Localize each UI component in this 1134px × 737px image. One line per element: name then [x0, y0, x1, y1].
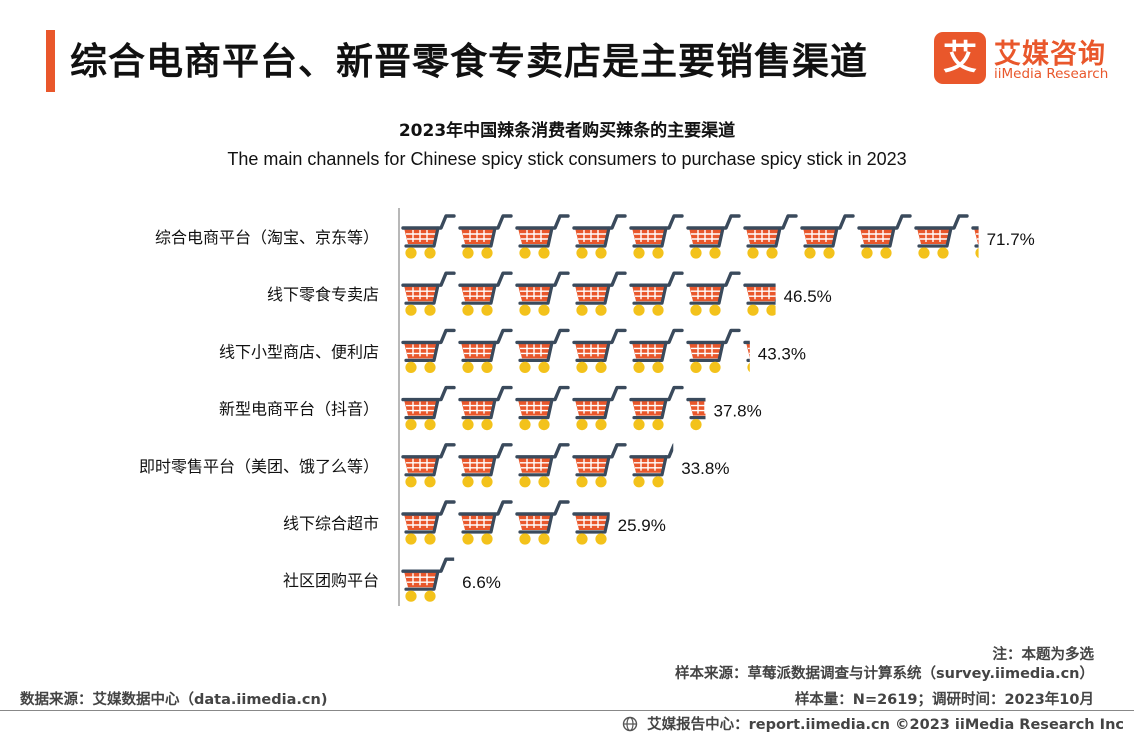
title-accent-bar — [46, 30, 55, 92]
shopping-cart-icon — [629, 385, 684, 432]
category-label: 线下零食专卖店 — [267, 285, 379, 304]
shopping-cart-icon — [629, 271, 684, 318]
value-label: 46.5% — [784, 287, 832, 306]
bar-4 — [401, 443, 674, 490]
shopping-cart-icon — [572, 328, 627, 375]
shopping-cart-icon — [458, 443, 513, 490]
value-label: 25.9% — [618, 516, 666, 535]
shopping-cart-icon — [515, 214, 570, 261]
shopping-cart-icon — [458, 385, 513, 432]
shopping-cart-icon — [686, 328, 741, 375]
shopping-cart-icon — [458, 328, 513, 375]
shopping-cart-icon — [401, 214, 456, 261]
shopping-cart-icon — [629, 443, 674, 490]
footer-divider — [0, 710, 1134, 711]
chart-title: 2023年中国辣条消费者购买辣条的主要渠道 — [398, 121, 736, 141]
value-label: 43.3% — [758, 344, 806, 363]
category-label: 社区团购平台 — [283, 571, 379, 590]
shopping-cart-icon — [401, 385, 456, 432]
brand-logo: 艾 艾媒咨询 iiMedia Research — [934, 32, 1124, 86]
shopping-cart-icon — [914, 214, 969, 261]
shopping-cart-icon — [629, 214, 684, 261]
shopping-cart-icon — [401, 557, 455, 604]
shopping-cart-icon — [515, 271, 570, 318]
page-title: 综合电商平台、新晋零食专卖店是主要销售渠道 — [70, 40, 868, 83]
note-multi-select: 注：本题为多选 — [992, 647, 1095, 663]
bar-5 — [401, 500, 610, 547]
shopping-cart-icon — [800, 214, 855, 261]
shopping-cart-icon — [743, 214, 798, 261]
data-source: 数据来源：艾媒数据中心（data.iimedia.cn) — [20, 692, 328, 708]
bar-3 — [401, 385, 706, 432]
category-label: 线下综合超市 — [283, 514, 379, 533]
shopping-cart-icon — [401, 500, 456, 547]
shopping-cart-icon — [572, 443, 627, 490]
value-label: 33.8% — [681, 459, 729, 478]
bar-1 — [401, 271, 776, 318]
value-label: 6.6% — [462, 573, 501, 592]
footer: 艾媒报告中心：report.iimedia.cn ©2023 iiMedia R… — [622, 713, 1124, 734]
chart-subtitle: The main channels for Chinese spicy stic… — [227, 149, 907, 169]
shopping-cart-icon — [458, 271, 513, 318]
shopping-cart-icon — [515, 443, 570, 490]
bar-2 — [401, 328, 750, 375]
shopping-cart-icon — [572, 214, 627, 261]
note-sample-source: 样本来源：草莓派数据调查与计算系统（survey.iimedia.cn） — [675, 666, 1094, 682]
bar-0 — [401, 214, 979, 261]
shopping-cart-icon — [515, 385, 570, 432]
shopping-cart-icon — [629, 328, 684, 375]
shopping-cart-icon — [515, 500, 570, 547]
shopping-cart-icon — [572, 385, 627, 432]
shopping-cart-icon — [572, 271, 627, 318]
category-label: 即时零售平台（美团、饿了么等） — [139, 457, 379, 476]
footer-text: 艾媒报告中心：report.iimedia.cn ©2023 iiMedia R… — [647, 717, 1124, 733]
iimedia-logo-icon: 艾 — [934, 32, 986, 84]
shopping-cart-icon — [401, 328, 456, 375]
category-label: 综合电商平台（淘宝、京东等） — [155, 228, 379, 247]
value-label: 71.7% — [987, 230, 1035, 249]
category-label: 线下小型商店、便利店 — [219, 342, 379, 361]
globe-icon — [622, 716, 638, 732]
shopping-cart-icon — [515, 328, 570, 375]
logo-name-cn: 艾媒咨询 — [994, 39, 1106, 70]
shopping-cart-icon — [857, 214, 912, 261]
bar-6 — [401, 557, 455, 604]
shopping-cart-icon — [458, 214, 513, 261]
category-label: 新型电商平台（抖音） — [219, 400, 379, 419]
shopping-cart-icon — [686, 271, 741, 318]
shopping-cart-icon — [458, 500, 513, 547]
value-label: 37.8% — [714, 402, 762, 421]
shopping-cart-icon — [686, 214, 741, 261]
note-sample-size: 样本量：N=2619；调研时间：2023年10月 — [794, 692, 1094, 708]
shopping-cart-icon — [401, 271, 456, 318]
logo-name-en: iiMedia Research — [994, 66, 1109, 82]
shopping-cart-icon — [401, 443, 456, 490]
